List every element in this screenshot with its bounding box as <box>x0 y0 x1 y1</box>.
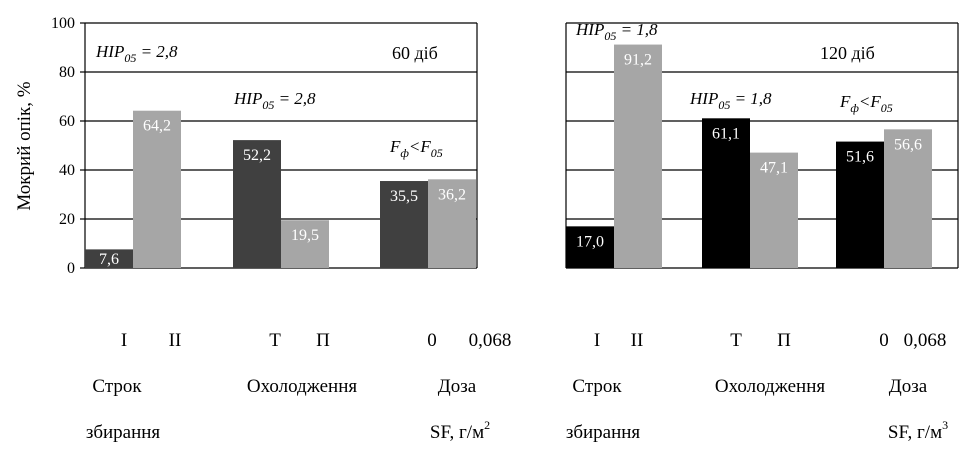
bar-value-label: 17,0 <box>576 233 604 250</box>
category-tick-label: II <box>631 330 644 351</box>
bar-value-label: 36,2 <box>438 186 466 203</box>
category-tick-label: I <box>121 330 127 351</box>
category-tick-label: Т <box>269 330 281 351</box>
bar-value-label: 7,6 <box>99 251 119 268</box>
category-tick-label: 0,068 <box>469 330 512 351</box>
y-tick-label: 40 <box>59 162 75 179</box>
category-tick-label: I <box>594 330 600 351</box>
group-name: Доза <box>889 376 928 397</box>
bar <box>702 118 750 269</box>
category-tick-label: 0 <box>879 330 889 351</box>
bar-value-label: 56,6 <box>894 136 922 153</box>
bar-value-label: 52,2 <box>243 147 271 164</box>
bar <box>566 226 614 268</box>
bar-value-label: 91,2 <box>624 52 652 69</box>
bar <box>85 249 133 268</box>
bar <box>884 129 932 268</box>
group-name-line2: SF, г/м2 <box>430 418 490 443</box>
group-name-line2: збирання <box>86 422 161 443</box>
significance-note: Fф<F05 <box>839 92 893 115</box>
group-name: Охолодження <box>715 376 825 397</box>
category-tick-label: 0,068 <box>904 330 947 351</box>
bar-value-label: 61,1 <box>712 125 740 142</box>
y-axis-title: Мокрий опік, % <box>14 81 35 210</box>
y-tick-label: 20 <box>59 211 75 228</box>
significance-note: НІР05 = 2,8 <box>233 89 316 112</box>
group-name-line2: збирання <box>566 422 641 443</box>
bar <box>281 220 329 268</box>
significance-note: Fф<F05 <box>389 137 443 160</box>
bar-value-label: 19,5 <box>291 227 319 244</box>
group-name: Строк <box>572 376 622 397</box>
bar <box>750 152 798 268</box>
significance-note: НІР05 = 1,8 <box>689 89 772 112</box>
bar <box>614 44 662 269</box>
y-tick-label: 100 <box>51 15 75 32</box>
bar <box>233 140 281 268</box>
bar-value-label: 64,2 <box>143 118 171 135</box>
bar <box>836 141 884 268</box>
group-name: Строк <box>92 376 142 397</box>
y-tick-label: 60 <box>59 113 75 130</box>
category-tick-label: Т <box>730 330 742 351</box>
period-label: 120 діб <box>820 43 875 63</box>
bar-value-label: 51,6 <box>846 149 874 166</box>
category-tick-label: П <box>777 330 791 351</box>
category-tick-label: 0 <box>427 330 437 351</box>
bar <box>133 110 181 269</box>
group-name: Доза <box>438 376 477 397</box>
group-name-line2: SF, г/м3 <box>888 418 948 443</box>
period-label: 60 діб <box>392 43 438 63</box>
bar <box>380 181 428 268</box>
category-tick-label: II <box>169 330 182 351</box>
group-name: Охолодження <box>247 376 357 397</box>
category-tick-label: П <box>316 330 330 351</box>
y-tick-label: 0 <box>67 260 75 277</box>
y-tick-label: 80 <box>59 64 75 81</box>
bar-value-label: 47,1 <box>760 160 788 177</box>
bar <box>428 179 476 268</box>
significance-note: НІР05 = 1,8 <box>575 20 658 43</box>
bar-value-label: 35,5 <box>390 188 418 205</box>
significance-note: НІР05 = 2,8 <box>95 42 178 65</box>
